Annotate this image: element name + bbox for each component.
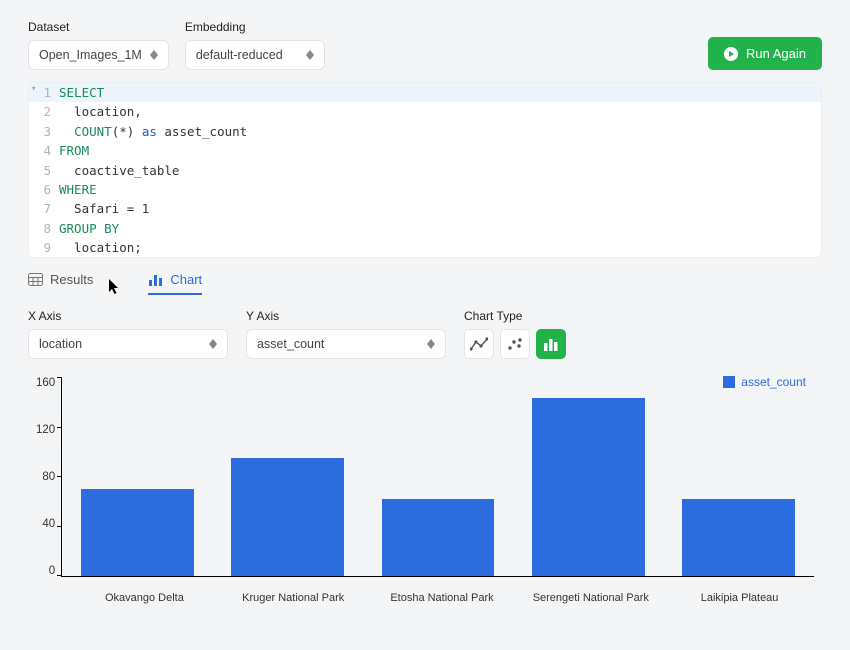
- code-line: 8GROUP BY: [29, 219, 821, 238]
- line-number: 7: [29, 199, 59, 218]
- code-text: SELECT: [59, 83, 104, 102]
- y-axis-label: Y Axis: [246, 309, 446, 323]
- fold-icon[interactable]: ▾: [31, 83, 36, 97]
- x-tick-label: Laikipia Plateau: [665, 592, 814, 604]
- x-axis-select[interactable]: location: [28, 329, 228, 359]
- chart-area: asset_count 16012080400 Okavango DeltaKr…: [28, 371, 822, 608]
- line-number: 4: [29, 141, 59, 160]
- code-line: 7 Safari = 1: [29, 199, 821, 218]
- code-text: FROM: [59, 141, 89, 160]
- line-number: 1▾: [29, 83, 59, 102]
- table-icon: [28, 273, 43, 286]
- cursor-icon: [109, 279, 120, 294]
- bar: [382, 499, 495, 577]
- tab-chart[interactable]: Chart: [148, 272, 202, 295]
- x-tick-label: Kruger National Park: [219, 592, 368, 604]
- y-axis-select[interactable]: asset_count: [246, 329, 446, 359]
- y-tick-label: 160: [36, 377, 55, 389]
- x-axis-labels: Okavango DeltaKruger National ParkEtosha…: [70, 587, 814, 604]
- embedding-select[interactable]: default-reduced: [185, 40, 325, 70]
- bar: [81, 489, 194, 577]
- code-text: COUNT(*) as asset_count: [59, 122, 247, 141]
- result-tabs: Results Chart: [28, 272, 822, 295]
- chart-type-label: Chart Type: [464, 309, 566, 323]
- y-tick-label: 80: [42, 471, 55, 483]
- code-text: coactive_table: [59, 161, 179, 180]
- x-tick-label: Etosha National Park: [368, 592, 517, 604]
- bar-chart-icon: [148, 273, 163, 286]
- bar: [532, 398, 645, 577]
- tab-chart-label: Chart: [170, 272, 202, 287]
- code-text: Safari = 1: [59, 199, 149, 218]
- y-tick-label: 120: [36, 424, 55, 436]
- code-line: 6WHERE: [29, 180, 821, 199]
- line-number: 6: [29, 180, 59, 199]
- chart-type-line-button[interactable]: [464, 329, 494, 359]
- run-again-button[interactable]: Run Again: [708, 37, 822, 70]
- dataset-select[interactable]: Open_Images_1M: [28, 40, 169, 70]
- code-line: 4FROM: [29, 141, 821, 160]
- embedding-label: Embedding: [185, 20, 325, 34]
- code-text: location;: [59, 238, 142, 257]
- y-tick-label: 0: [49, 565, 55, 577]
- x-tick-label: Serengeti National Park: [516, 592, 665, 604]
- chart-type-bar-button[interactable]: [536, 329, 566, 359]
- tab-results[interactable]: Results: [28, 272, 93, 295]
- line-number: 2: [29, 102, 59, 121]
- y-axis-field: Y Axis asset_count: [246, 309, 446, 359]
- code-text: location,: [59, 102, 142, 121]
- sql-editor[interactable]: 1▾SELECT2 location,3 COUNT(*) as asset_c…: [28, 82, 822, 258]
- bars: [62, 376, 814, 576]
- chart-config: X Axis location Y Axis asset_count Chart…: [28, 309, 822, 359]
- bar: [231, 458, 344, 577]
- code-line: 9 location;: [29, 238, 821, 257]
- code-line: 1▾SELECT: [29, 83, 821, 102]
- app-root: Dataset Open_Images_1M Embedding default…: [0, 0, 850, 628]
- x-tick-label: Okavango Delta: [70, 592, 219, 604]
- embedding-field: Embedding default-reduced: [185, 20, 325, 70]
- play-icon: [724, 47, 738, 61]
- x-axis-label: X Axis: [28, 309, 228, 323]
- chart-type-scatter-button[interactable]: [500, 329, 530, 359]
- x-axis-field: X Axis location: [28, 309, 228, 359]
- dataset-label: Dataset: [28, 20, 169, 34]
- y-axis-value: asset_count: [257, 337, 324, 351]
- dataset-field: Dataset Open_Images_1M: [28, 20, 169, 70]
- code-line: 5 coactive_table: [29, 161, 821, 180]
- bar: [682, 499, 795, 577]
- code-line: 2 location,: [29, 102, 821, 121]
- dataset-value: Open_Images_1M: [39, 48, 142, 62]
- plot: [61, 377, 814, 577]
- line-number: 8: [29, 219, 59, 238]
- code-text: WHERE: [59, 180, 97, 199]
- code-text: GROUP BY: [59, 219, 119, 238]
- chart-type-field: Chart Type: [464, 309, 566, 359]
- updown-icon: [427, 339, 435, 349]
- chart-type-buttons: [464, 329, 566, 359]
- chart-body: 160 120 80 40 0: [36, 377, 814, 587]
- code-line: 3 COUNT(*) as asset_count: [29, 122, 821, 141]
- bar-chart-icon: [543, 337, 559, 351]
- updown-icon: [306, 50, 314, 60]
- line-number: 5: [29, 161, 59, 180]
- updown-icon: [150, 50, 158, 60]
- top-controls: Dataset Open_Images_1M Embedding default…: [28, 20, 822, 70]
- line-number: 9: [29, 238, 59, 257]
- run-button-label: Run Again: [746, 46, 806, 61]
- tab-results-label: Results: [50, 272, 93, 287]
- x-axis-value: location: [39, 337, 82, 351]
- scatter-chart-icon: [507, 337, 523, 351]
- y-tick-label: 40: [42, 518, 55, 530]
- line-chart-icon: [470, 337, 488, 351]
- line-number: 3: [29, 122, 59, 141]
- updown-icon: [209, 339, 217, 349]
- embedding-value: default-reduced: [196, 48, 283, 62]
